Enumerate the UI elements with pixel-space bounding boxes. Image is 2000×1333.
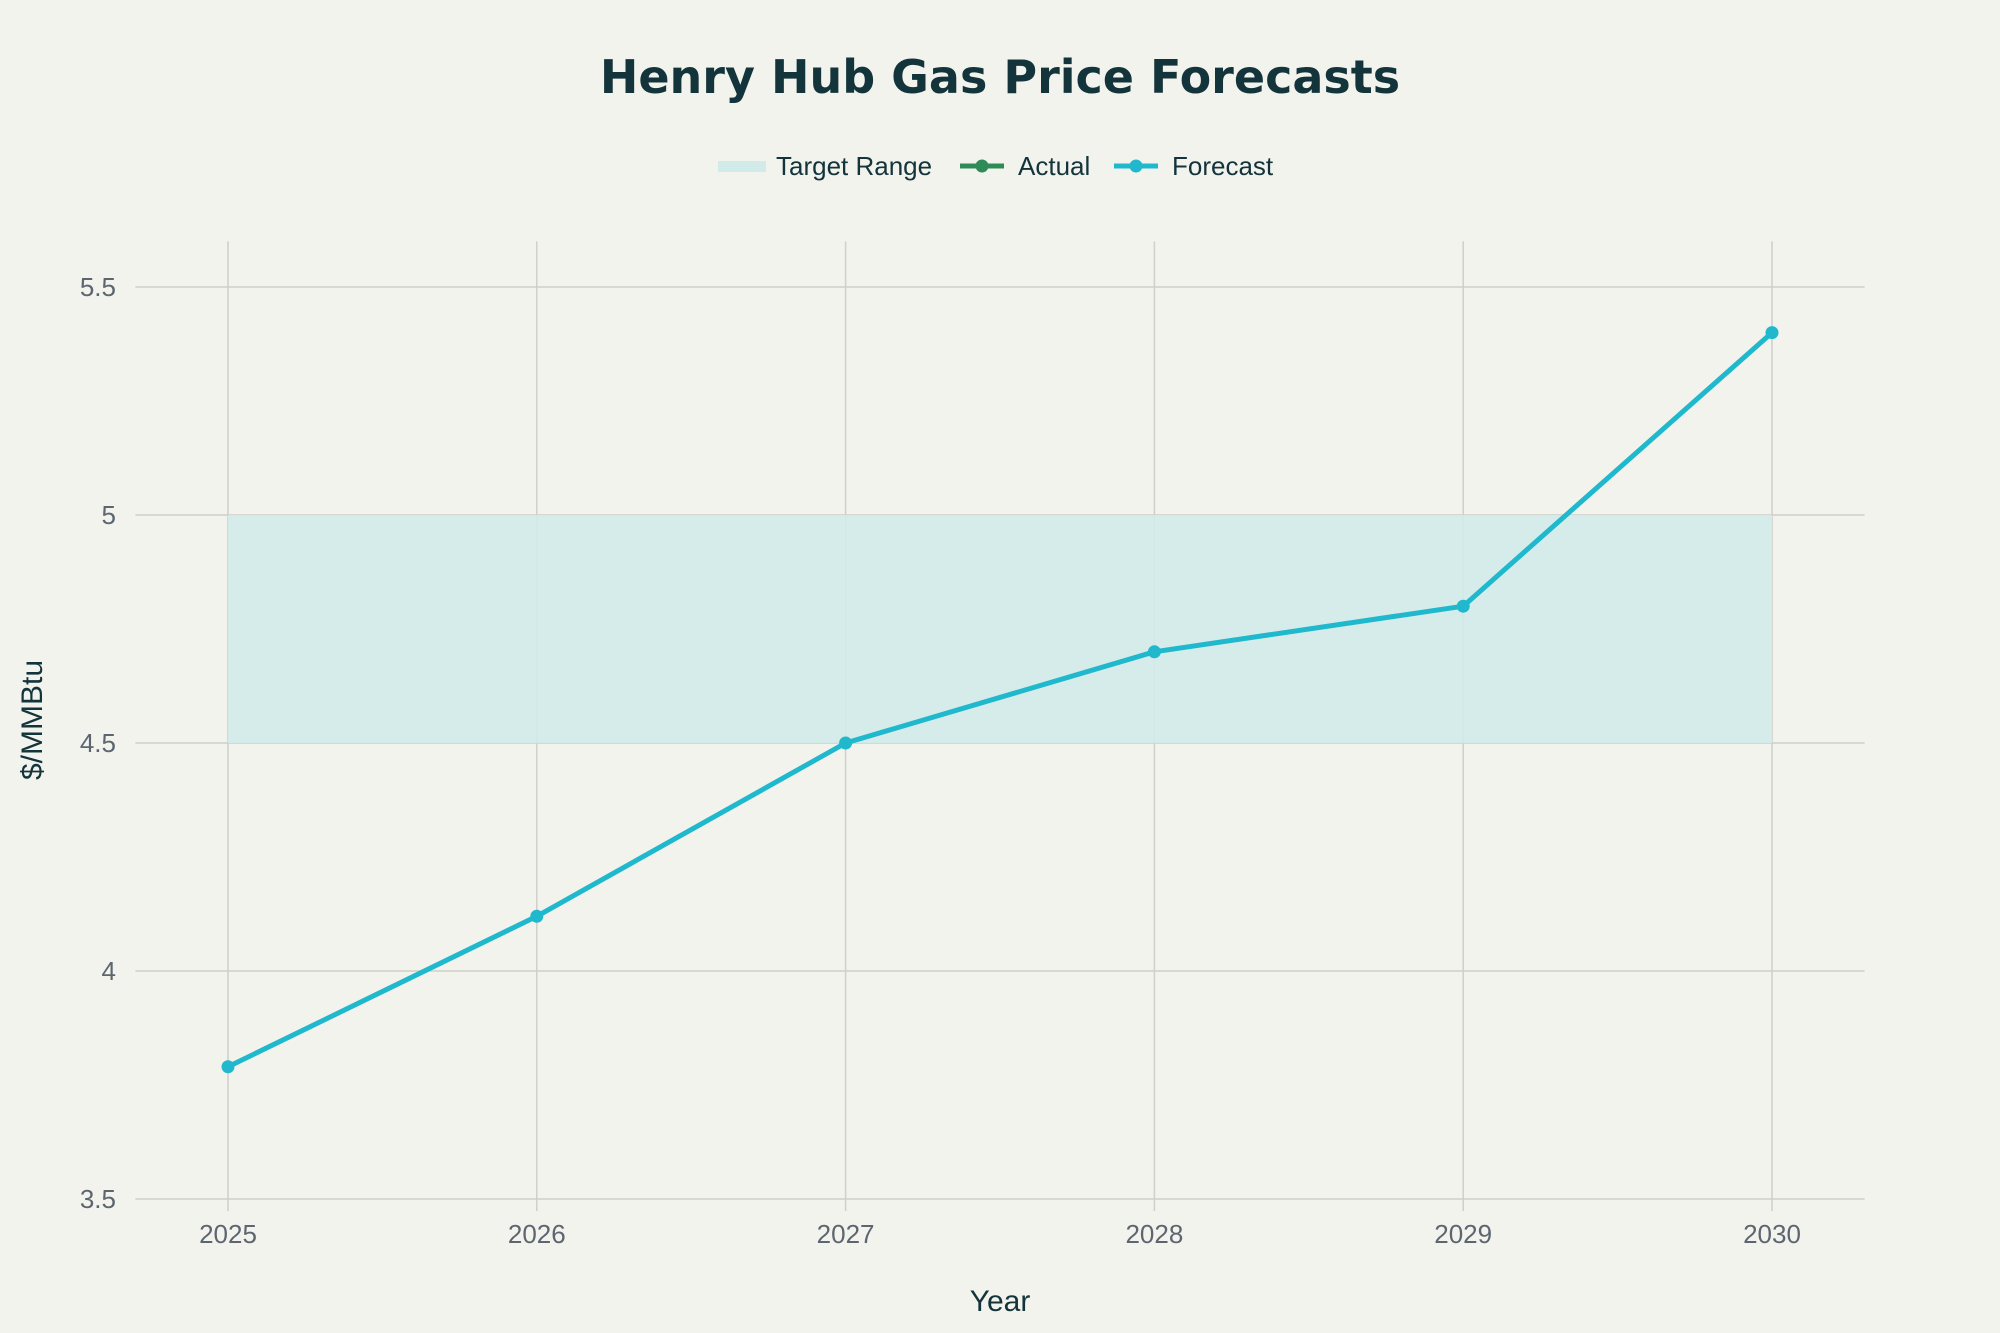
x-tick-label: 2026: [508, 1219, 566, 1249]
data-point: [1765, 326, 1779, 340]
y-axis-label: $/MMBtu: [16, 660, 49, 780]
chart-title: Henry Hub Gas Price Forecasts: [600, 50, 1400, 104]
x-axis-label: Year: [970, 1285, 1031, 1318]
series-lines: [221, 326, 1779, 1074]
tick-labels: 3.5 4 4.5 5 5.5 2025 2026 2027 2028 2029 2030: [80, 272, 1801, 1249]
legend: Target Range Actual Forecast: [718, 151, 1274, 181]
legend-label-target-range: Target Range: [776, 151, 932, 181]
legend-label-forecast: Forecast: [1172, 151, 1274, 181]
legend-label-actual: Actual: [1018, 151, 1090, 181]
data-point: [530, 909, 544, 923]
series-line-forecast: [226, 330, 1774, 1070]
y-tick-label: 4: [102, 956, 116, 986]
legend-swatch-target-range: [718, 161, 766, 172]
data-point: [1456, 599, 1470, 613]
legend-marker-actual: [975, 159, 989, 173]
y-tick-label: 5.5: [80, 272, 116, 302]
target-range-rect: [228, 515, 1772, 743]
y-tick-label: 3.5: [80, 1184, 116, 1214]
legend-marker-forecast: [1129, 159, 1143, 173]
y-tick-label: 4.5: [80, 728, 116, 758]
data-point: [221, 1060, 235, 1074]
x-tick-label: 2029: [1434, 1219, 1492, 1249]
target-range-band: [228, 515, 1772, 743]
x-tick-label: 2028: [1125, 1219, 1183, 1249]
x-tick-label: 2027: [817, 1219, 875, 1249]
data-point: [1147, 645, 1161, 659]
data-point: [839, 736, 853, 750]
x-tick-label: 2030: [1743, 1219, 1801, 1249]
x-tick-label: 2025: [199, 1219, 257, 1249]
y-tick-label: 5: [102, 500, 116, 530]
